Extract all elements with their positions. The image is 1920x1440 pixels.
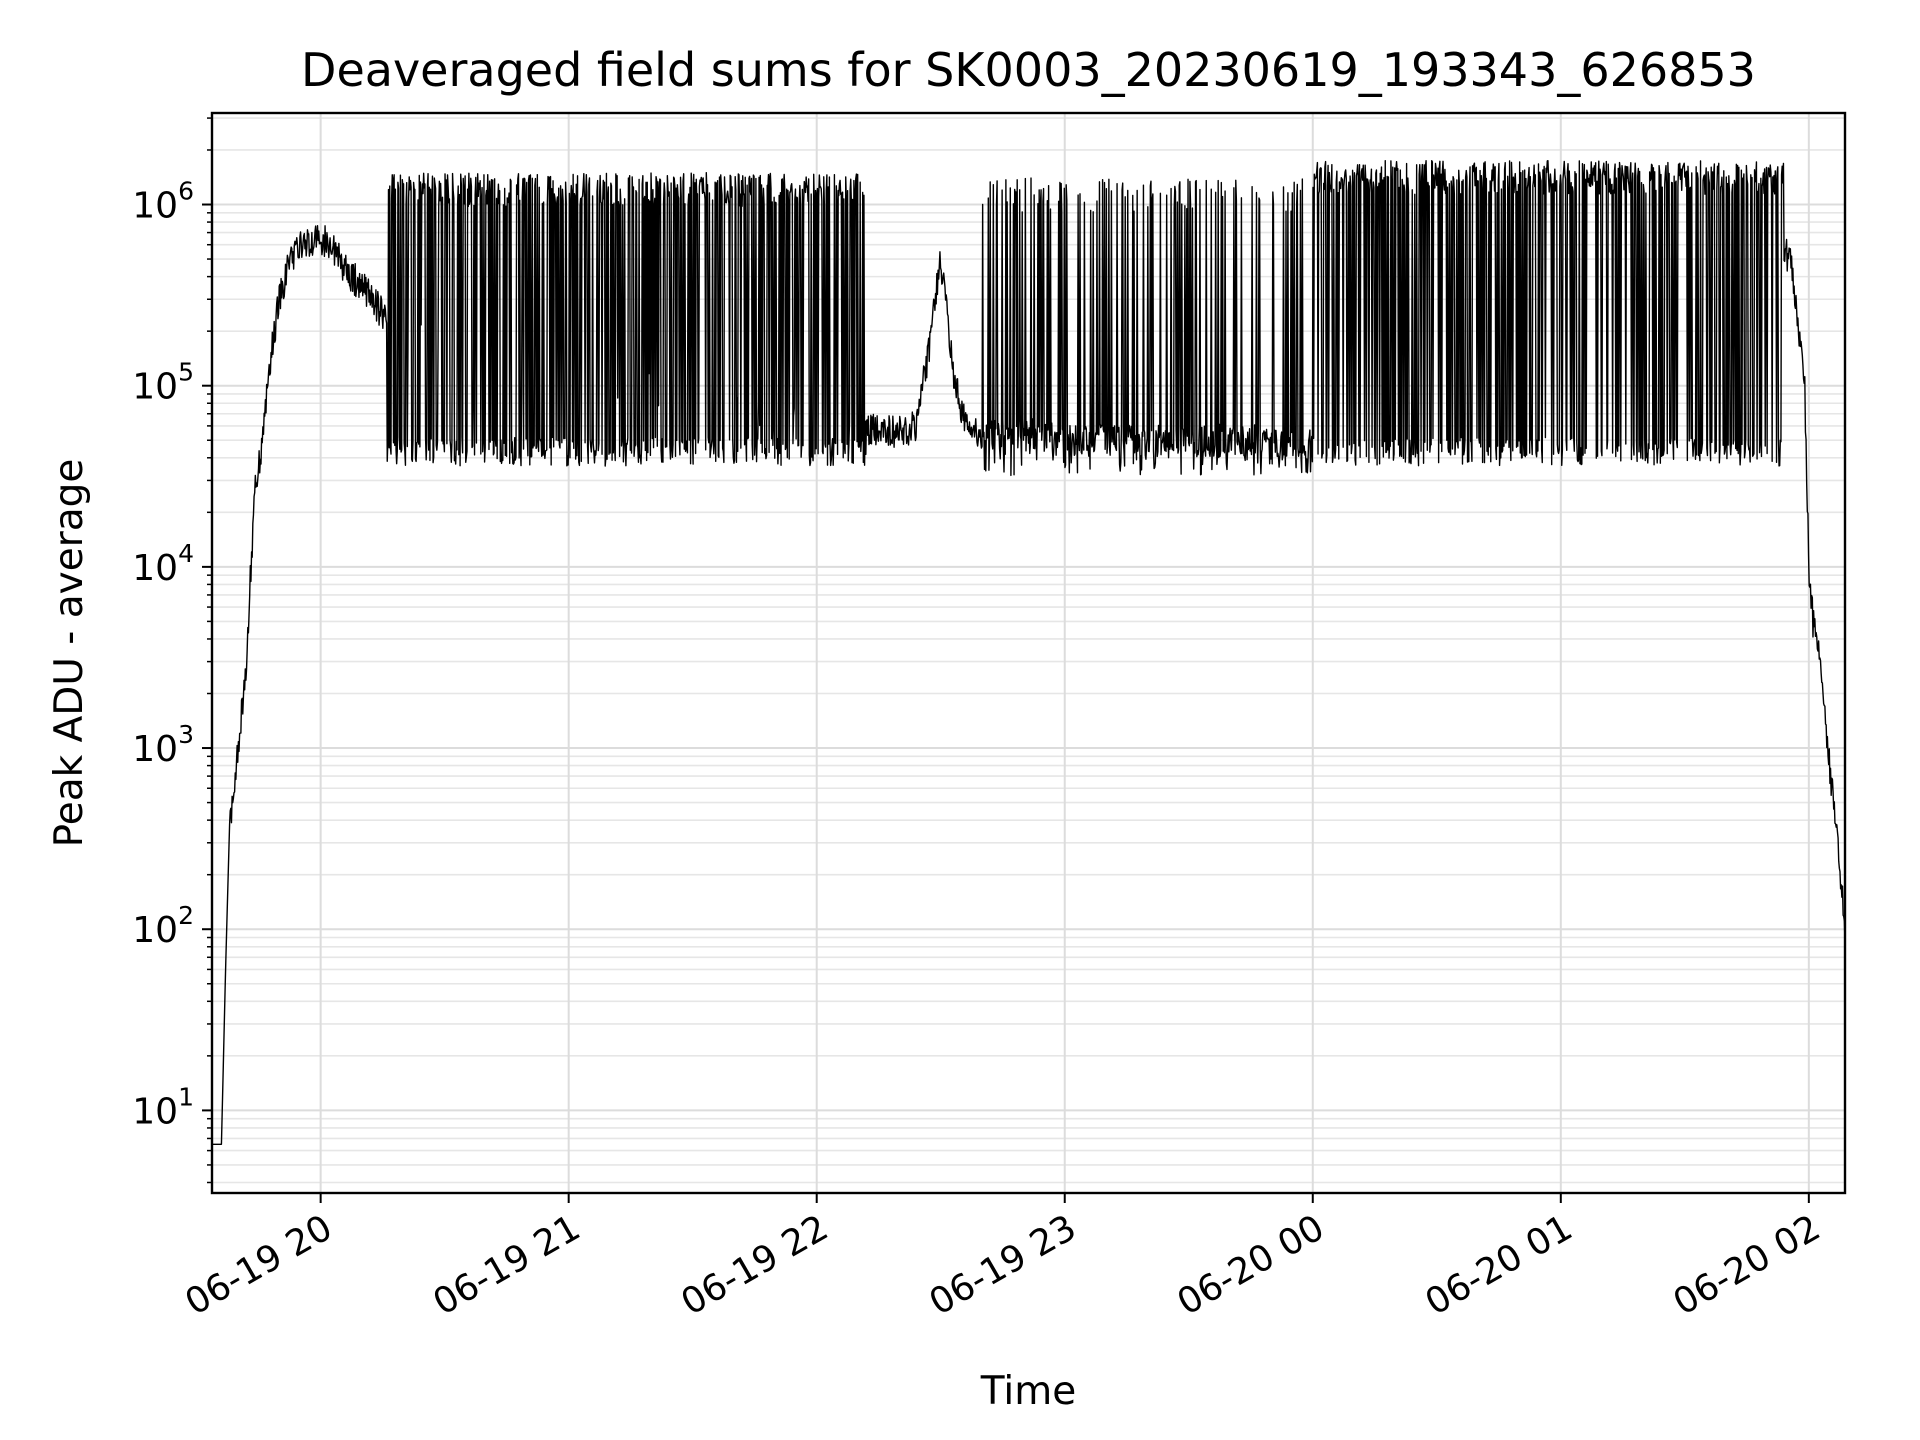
x-tick-label: 06-19 20: [178, 1207, 339, 1323]
y-tick-label: 104: [132, 539, 194, 589]
x-tick-label: 06-19 23: [923, 1207, 1084, 1323]
y-axis-ticks: 101 102 103 104 105 106: [132, 117, 212, 1184]
y-tick-label: 101: [132, 1082, 194, 1132]
y-tick-label: 102: [132, 901, 194, 951]
chart-title: Deaveraged field sums for SK0003_2023061…: [301, 43, 1756, 97]
y-tick-label: 105: [132, 358, 194, 408]
y-axis-label: Peak ADU - average: [47, 459, 92, 848]
x-tick-label: 06-19 22: [675, 1207, 836, 1323]
plot-frame: [210, 111, 1847, 1195]
x-tick-label: 06-19 21: [427, 1207, 588, 1323]
grid-lines: [212, 113, 1845, 1193]
x-axis-ticks: 06-19 20 06-19 21 06-19 22 06-19 23 06-20 00…: [178, 1193, 1827, 1324]
x-axis-label: Time: [980, 1369, 1076, 1414]
y-tick-label: 106: [132, 177, 194, 227]
x-tick-label: 06-20 01: [1419, 1207, 1580, 1323]
x-tick-label: 06-20 00: [1171, 1207, 1332, 1323]
y-tick-label: 103: [132, 720, 194, 770]
x-tick-label: 06-20 02: [1667, 1207, 1828, 1323]
series-line: [211, 159, 1846, 1145]
series-layer: [211, 159, 1846, 1145]
